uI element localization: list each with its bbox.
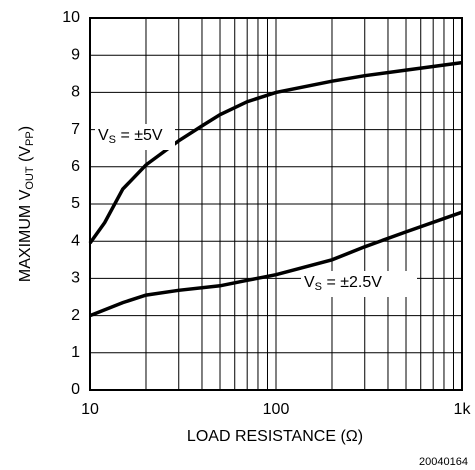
text-part: ) (17, 126, 34, 131)
x-tick-label: 100 (263, 401, 290, 418)
y-tick-label: 1 (71, 344, 80, 361)
y-tick-label: 10 (62, 9, 80, 26)
text-part: PP (24, 131, 36, 146)
y-tick-label: 0 (71, 381, 80, 398)
y-tick-label: 5 (71, 195, 80, 212)
y-tick-label: 2 (71, 307, 80, 324)
x-tick-label: 1k (454, 401, 472, 418)
y-axis-label: MAXIMUM VOUT (VPP) (17, 126, 36, 282)
x-axis-label: LOAD RESISTANCE (Ω) (187, 428, 363, 445)
series-line (88, 60, 463, 245)
text-part: V (304, 274, 315, 291)
figure-code: 20040164 (419, 456, 468, 468)
text-part: (V (17, 146, 34, 167)
y-tick-label: 4 (71, 232, 80, 249)
text-part: MAXIMUM V (17, 189, 34, 282)
plot-frame (89, 17, 463, 391)
series-line (89, 210, 463, 318)
text-part: OUT (24, 166, 36, 190)
annotation-bg (301, 271, 417, 297)
y-tick-label: 7 (71, 121, 80, 138)
annotation: VS = ±2.5V (304, 274, 382, 293)
y-tick-label: 9 (71, 46, 80, 63)
text-part: = ±2.5V (322, 274, 382, 291)
x-tick-label: 10 (81, 401, 99, 418)
annotation: VS = ±5V (98, 127, 163, 146)
annotation-bg (95, 124, 175, 150)
text-part: S (315, 281, 322, 293)
y-tick-label: 8 (71, 84, 80, 101)
text-part: V (98, 127, 109, 144)
text-part: S (109, 134, 116, 146)
text-part: = ±5V (116, 127, 163, 144)
y-tick-label: 6 (71, 158, 80, 175)
y-tick-label: 3 (71, 270, 80, 287)
